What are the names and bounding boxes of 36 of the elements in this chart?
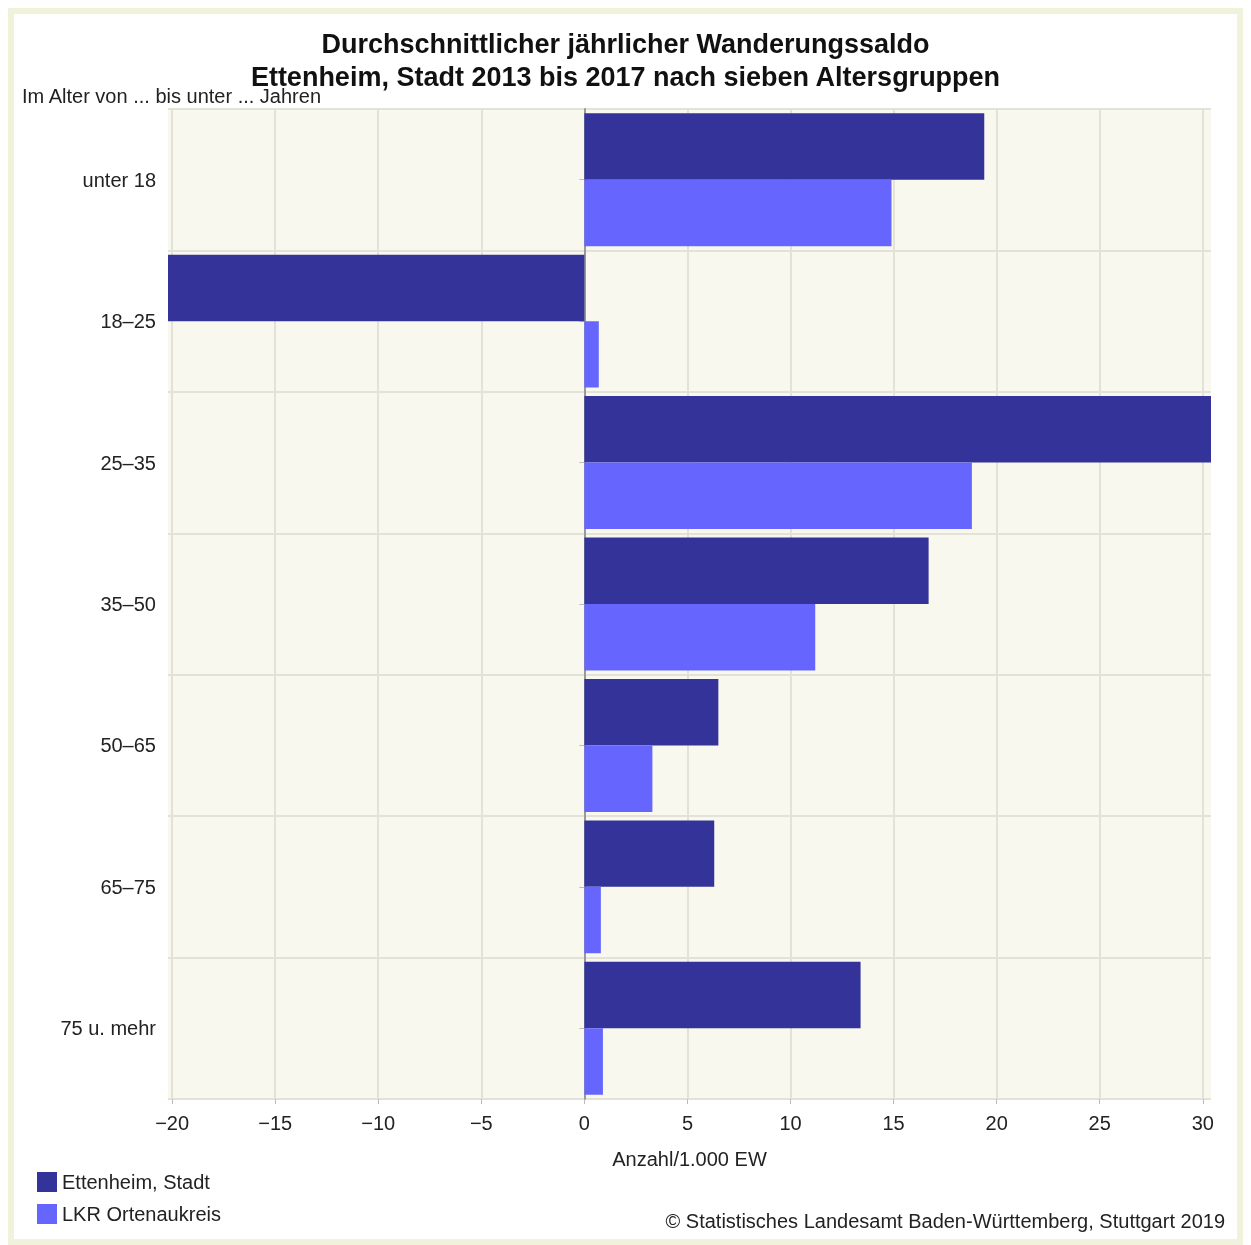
bar [584,113,985,180]
x-tick-label: 30 [1191,1112,1214,1134]
x-tick-label: 20 [985,1112,1008,1134]
x-tick-label: −20 [155,1112,190,1134]
bar [168,254,585,322]
x-tick-label: 15 [882,1112,905,1134]
x-tick-label: −5 [469,1112,493,1134]
bar [584,396,1211,463]
x-tick-label: 0 [578,1112,590,1134]
x-tick-label: 25 [1088,1112,1111,1134]
text: © Statistisches Landesamt Baden-Württemberg, Stuttgart 2019 [665,1210,1226,1232]
y-tick-label: 35–50 [100,593,156,615]
bar [584,678,719,746]
legend-label: Ettenheim, Stadt [62,1171,211,1193]
x-tick-label: 5 [681,1112,693,1134]
y-tick-label: 18–25 [100,310,156,333]
bar [584,961,861,1029]
y-tick-label: 50–65 [100,734,156,757]
x-tick-label: 10 [779,1112,802,1134]
bar [584,886,601,954]
bar [584,820,715,887]
legend-label: LKR Ortenaukreis [62,1203,221,1225]
x-tick-label: −10 [361,1112,396,1134]
y-tick-label: 25–35 [100,451,156,474]
y-tick-label: 65–75 [100,875,156,898]
bar [584,745,653,812]
bar [584,179,892,247]
bar [584,537,929,604]
bar [584,1028,603,1095]
y-tick-label: 75 u. mehr [60,1017,157,1040]
x-tick-label: −15 [258,1112,293,1134]
bar [584,462,972,530]
x-axis-title: Anzahl/1.000 EW [612,1148,767,1170]
y-tick-label: unter 18 [82,168,156,191]
bar [584,604,816,671]
bar [584,321,599,388]
